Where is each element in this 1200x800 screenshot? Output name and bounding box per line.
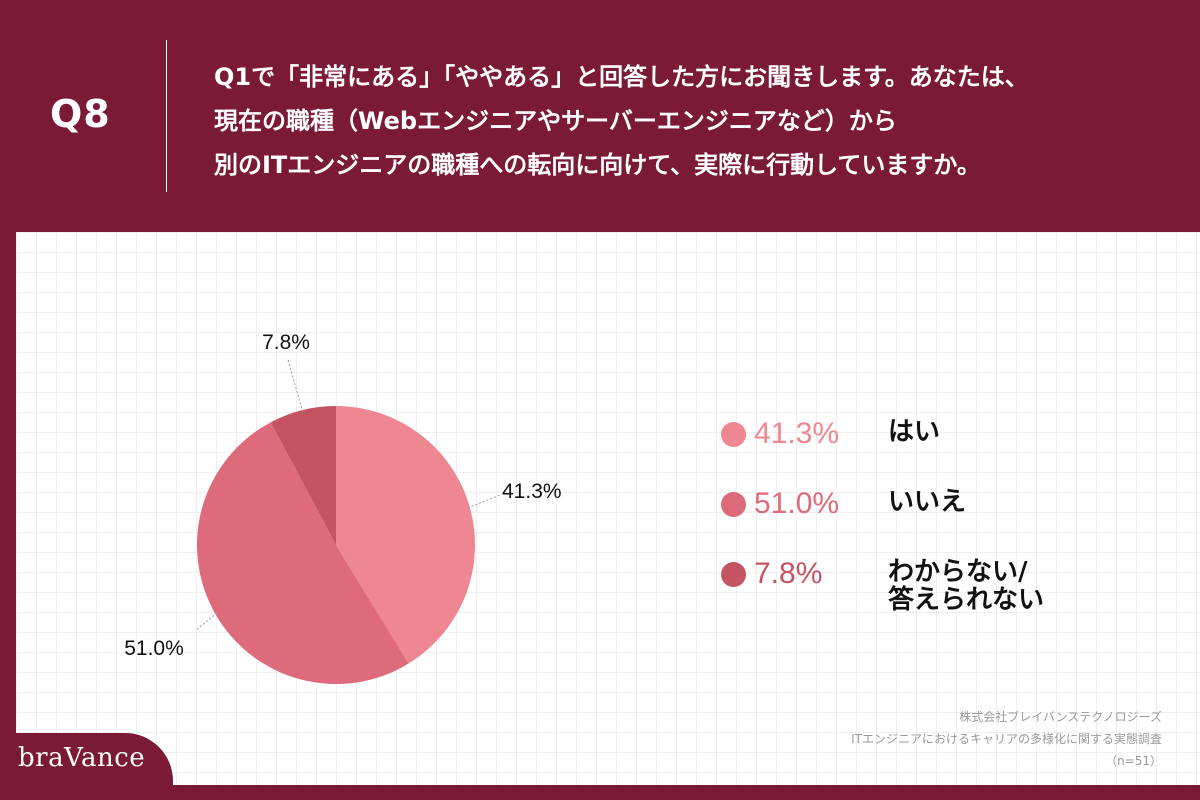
source-survey: ITエンジニアにおけるキャリアの多様化に関する実態調査 <box>851 732 1162 746</box>
source-note: 株式会社ブレイバンステクノロジーズ ITエンジニアにおけるキャリアの多様化に関す… <box>851 706 1162 772</box>
legend-percent: 51.0% <box>754 487 840 520</box>
brand-tab: braVance <box>0 733 173 800</box>
leader-line <box>195 612 218 631</box>
question-number: Q8 <box>50 92 111 136</box>
header-divider <box>166 40 167 192</box>
data-label: 51.0% <box>124 637 184 660</box>
legend-label: はい <box>888 417 941 447</box>
pie-slice <box>270 406 336 545</box>
header: Q8 Q1で「非常にある」「ややある」と回答した方にお聞きします。あなたは、 現… <box>0 0 1200 232</box>
legend-item-no: 51.0% いいえ <box>721 484 1181 554</box>
legend-item-unknown: 7.8% わからない/ 答えられない <box>721 554 1181 624</box>
legend-dot <box>721 562 746 587</box>
legend: 41.3% はい 51.0% いいえ 7.8% わからない/ 答えられない <box>721 414 1181 624</box>
pie-chart: 41.3% 51.0% 7.8% <box>124 331 562 685</box>
leader-line <box>287 359 304 413</box>
chart-panel: 41.3% 51.0% 7.8% 41.3% はい 51.0% いいえ 7.8% わ… <box>16 232 1200 785</box>
pie-slice <box>336 406 475 664</box>
legend-percent: 41.3% <box>754 417 840 450</box>
legend-dot <box>721 422 746 447</box>
question-text: Q1で「非常にある」「ややある」と回答した方にお聞きします。あなたは、 現在の職… <box>214 55 1174 187</box>
source-sample-size: （n=51） <box>1105 754 1162 768</box>
pie-slice <box>196 422 409 685</box>
data-label: 41.3% <box>502 480 562 503</box>
legend-label: わからない/ 答えられない <box>888 557 1045 615</box>
question-line: 現在の職種（Webエンジニアやサーバーエンジニアなど）から <box>214 107 897 135</box>
legend-label: いいえ <box>888 487 967 517</box>
legend-dot <box>721 492 746 517</box>
source-company: 株式会社ブレイバンステクノロジーズ <box>959 710 1162 724</box>
legend-percent: 7.8% <box>754 557 823 590</box>
question-line: 別のITエンジニアの職種への転向に向けて、実際に行動していますか。 <box>214 151 981 179</box>
leader-line <box>467 494 501 509</box>
question-line: Q1で「非常にある」「ややある」と回答した方にお聞きします。あなたは、 <box>214 63 1029 91</box>
data-label: 7.8% <box>262 331 310 354</box>
legend-item-yes: 41.3% はい <box>721 414 1181 484</box>
brand-logo: braVance <box>18 743 146 773</box>
